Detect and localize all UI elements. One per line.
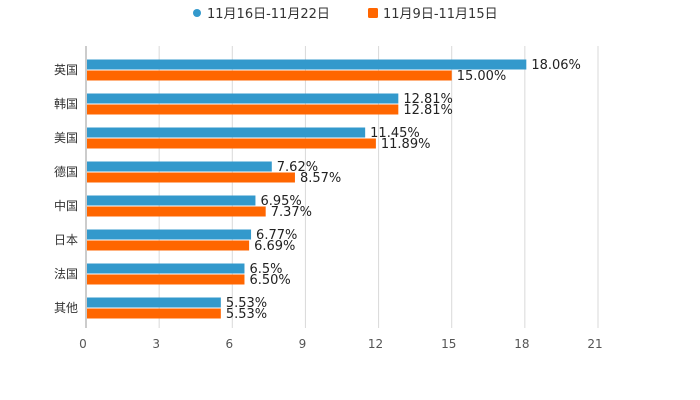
bar-0-2: [87, 127, 366, 138]
data-label-0-3: 7.62%: [277, 160, 318, 175]
data-label-0-1: 12.81%: [403, 92, 453, 107]
bar-0-4: [87, 195, 256, 206]
data-label-1-0: 15.00%: [457, 69, 507, 84]
x-tick-label-9: 9: [299, 337, 307, 351]
bar-0-1: [87, 93, 399, 104]
data-label-1-5: 6.69%: [254, 239, 295, 254]
legend-label-0: 11月16日-11月22日: [207, 7, 330, 22]
bar-0-0: [87, 59, 527, 70]
x-tick-label-12: 12: [368, 337, 383, 351]
category-label-5: 日本: [54, 233, 78, 247]
bar-0-5: [87, 229, 252, 240]
data-label-0-2: 11.45%: [370, 126, 420, 141]
data-labels: 18.06% 15.00% 12.81%12.81% 11.45%11.89% 7.62…: [226, 58, 581, 322]
legend-marker-1: [368, 8, 378, 18]
x-tick-label-6: 6: [225, 337, 233, 351]
data-label-0-7: 5.53%: [226, 296, 267, 311]
bar-1-4: [87, 206, 266, 217]
x-tick-label-3: 3: [152, 337, 160, 351]
bar-1-0: [87, 70, 452, 81]
data-label-1-6: 6.50%: [249, 273, 290, 288]
data-label-0-4: 6.95%: [260, 194, 301, 209]
legend-marker-0: [193, 9, 201, 17]
bars: [87, 59, 527, 319]
x-axis-ticks: 0 3 6 9 12 15 18 21: [79, 337, 602, 351]
bar-1-6: [87, 274, 245, 285]
data-label-0-0: 18.06%: [531, 58, 581, 73]
bar-1-5: [87, 240, 250, 251]
data-label-1-7: 5.53%: [226, 307, 267, 322]
x-tick-label-21: 21: [587, 337, 602, 351]
category-label-7: 其他: [54, 301, 78, 315]
bar-0-3: [87, 161, 272, 172]
category-label-4: 中国: [54, 198, 78, 213]
bar-0-7: [87, 297, 221, 308]
data-label-1-4: 7.37%: [271, 205, 312, 220]
data-label-1-1: 12.81%: [403, 103, 453, 118]
category-label-3: 德国: [54, 164, 78, 179]
bar-1-3: [87, 172, 295, 183]
category-label-6: 法国: [54, 267, 78, 281]
bar-0-6: [87, 263, 245, 274]
legend: 11月16日-11月22日 11月9日-11月15日: [193, 7, 498, 22]
bar-1-1: [87, 104, 399, 115]
x-tick-label-15: 15: [441, 337, 456, 351]
bar-1-2: [87, 138, 376, 149]
gridlines: [85, 46, 599, 328]
data-label-0-5: 6.77%: [256, 228, 297, 243]
category-label-0: 英国: [54, 63, 78, 77]
x-tick-label-18: 18: [514, 337, 529, 351]
category-label-2: 美国: [54, 131, 78, 145]
data-label-1-2: 11.89%: [381, 137, 431, 152]
category-label-1: 韩国: [54, 96, 78, 111]
data-label-0-6: 6.5%: [249, 262, 282, 277]
legend-label-1: 11月9日-11月15日: [383, 7, 498, 22]
bar-1-7: [87, 308, 221, 319]
x-tick-label-0: 0: [79, 337, 87, 351]
data-label-1-3: 8.57%: [300, 171, 341, 186]
